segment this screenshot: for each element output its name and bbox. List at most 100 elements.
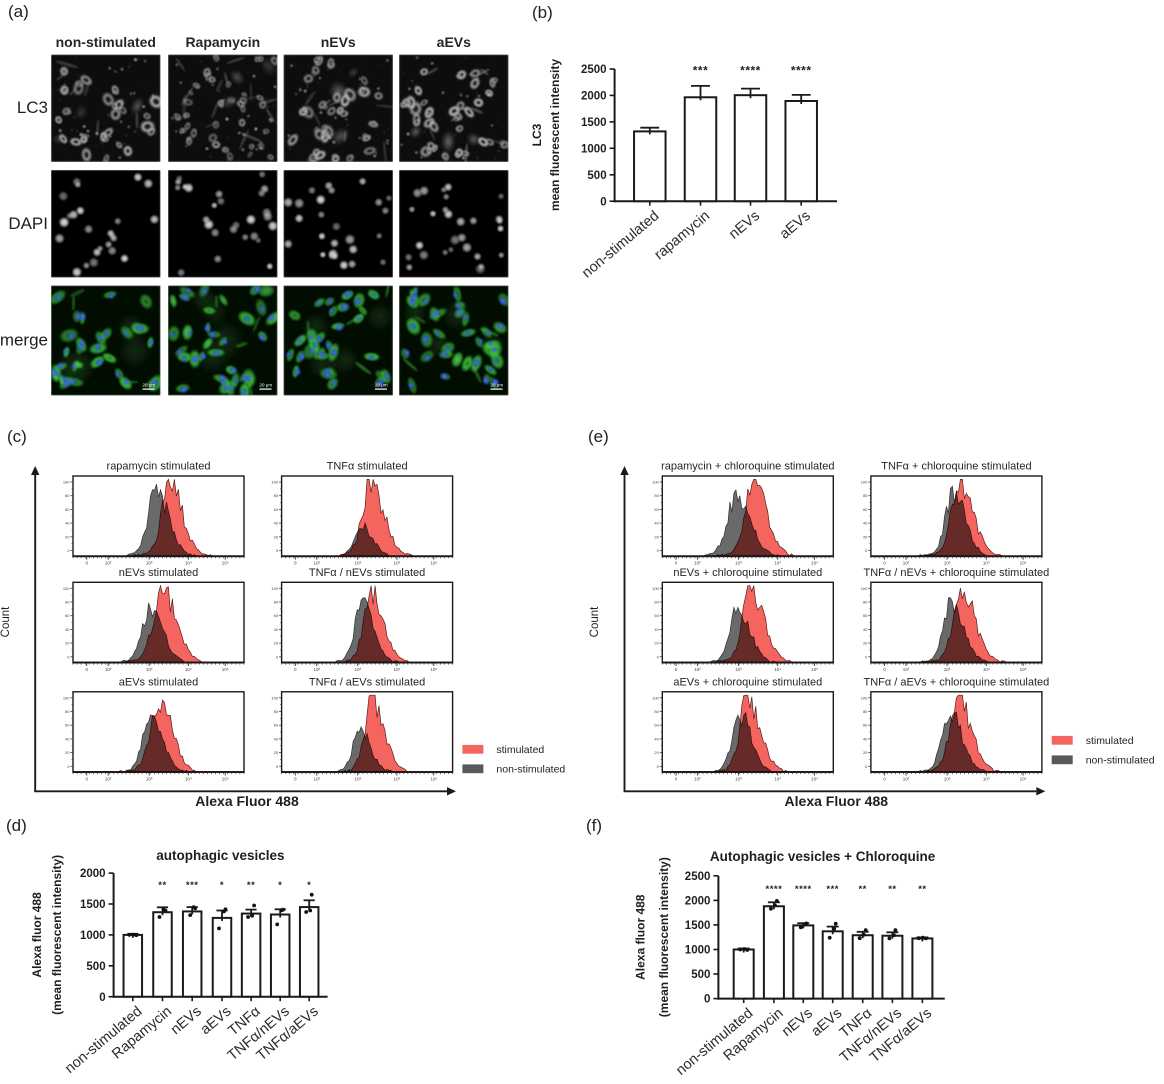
svg-text:Autophagic vesicles + Chloroqu: Autophagic vesicles + Chloroquine [710,849,936,864]
svg-text:0: 0 [657,764,660,769]
svg-text:10³: 10³ [146,667,153,672]
svg-text:10⁴: 10⁴ [774,561,781,566]
svg-text:stimulated: stimulated [496,744,544,756]
svg-text:non-stimulated: non-stimulated [56,34,156,50]
svg-text:10⁵: 10⁵ [430,776,437,781]
svg-text:*: * [307,880,311,891]
svg-text:10⁵: 10⁵ [1020,561,1027,566]
svg-text:1000: 1000 [685,945,711,957]
svg-text:stimulated: stimulated [1086,735,1134,747]
svg-text:20: 20 [863,750,868,755]
svg-text:****: **** [791,64,812,78]
svg-text:20: 20 [654,750,659,755]
svg-text:Alexa Fluor 488: Alexa Fluor 488 [785,793,889,809]
svg-text:20: 20 [65,641,70,646]
svg-text:0: 0 [675,561,678,566]
svg-text:10²: 10² [903,667,910,672]
svg-text:2000: 2000 [581,91,607,103]
svg-text:60: 60 [654,723,659,728]
svg-text:0: 0 [276,654,279,659]
svg-text:40: 40 [274,627,279,632]
svg-text:(a): (a) [8,2,29,21]
svg-text:0: 0 [294,561,297,566]
svg-text:0: 0 [657,548,660,553]
svg-text:40: 40 [65,736,70,741]
svg-text:**: ** [888,884,896,895]
svg-text:40: 40 [654,521,659,526]
svg-text:0: 0 [865,654,868,659]
svg-text:40: 40 [274,521,279,526]
svg-text:80: 80 [65,493,70,498]
svg-text:***: *** [186,880,199,891]
svg-text:10³: 10³ [354,776,361,781]
svg-text:nEVs: nEVs [779,1005,816,1040]
svg-text:100: 100 [861,480,868,485]
svg-text:500: 500 [691,969,710,981]
svg-text:0: 0 [85,667,88,672]
svg-text:40: 40 [274,736,279,741]
svg-text:10⁵: 10⁵ [430,561,437,566]
svg-text:20: 20 [863,534,868,539]
svg-text:60: 60 [863,723,868,728]
svg-text:(b): (b) [532,3,553,22]
svg-text:10²: 10² [105,667,112,672]
svg-text:80: 80 [65,600,70,605]
svg-text:20: 20 [274,534,279,539]
svg-text:1500: 1500 [581,117,607,129]
svg-text:10³: 10³ [735,667,742,672]
svg-text:Alexa fluor 488: Alexa fluor 488 [30,892,44,978]
svg-text:80: 80 [274,600,279,605]
svg-text:60: 60 [863,613,868,618]
svg-text:10³: 10³ [944,667,951,672]
svg-text:100: 100 [271,480,278,485]
svg-text:10⁵: 10⁵ [222,776,229,781]
svg-text:0: 0 [85,776,88,781]
svg-text:TNFα + chloroquine stimulated: TNFα + chloroquine stimulated [881,461,1031,473]
svg-text:nEVs + chloroquine stimulated: nEVs + chloroquine stimulated [673,567,822,579]
svg-text:10²: 10² [313,776,320,781]
svg-text:80: 80 [863,493,868,498]
svg-text:0: 0 [883,776,886,781]
svg-text:10⁵: 10⁵ [430,667,437,672]
svg-text:10³: 10³ [735,776,742,781]
svg-text:60: 60 [654,613,659,618]
svg-text:0: 0 [294,776,297,781]
svg-text:TNFα stimulated: TNFα stimulated [327,461,408,473]
svg-text:100: 100 [652,480,659,485]
svg-text:100: 100 [63,480,70,485]
svg-text:100: 100 [652,695,659,700]
svg-text:20: 20 [65,534,70,539]
svg-text:0: 0 [85,561,88,566]
svg-text:60: 60 [274,507,279,512]
svg-text:100: 100 [271,586,278,591]
svg-text:40: 40 [65,521,70,526]
svg-text:merge: merge [0,331,48,350]
svg-text:**: ** [918,884,926,895]
svg-text:*: * [278,880,282,891]
svg-text:2000: 2000 [80,868,106,880]
svg-text:(c): (c) [7,427,27,446]
svg-text:TNFα / aEVs stimulated: TNFα / aEVs stimulated [309,676,425,688]
svg-text:10⁴: 10⁴ [394,561,401,566]
svg-text:non-stimulated: non-stimulated [496,763,565,775]
svg-text:10³: 10³ [944,561,951,566]
svg-text:****: **** [740,64,761,78]
svg-text:80: 80 [654,709,659,714]
svg-text:aEVs + chloroquine stimulated: aEVs + chloroquine stimulated [673,676,822,688]
svg-text:1500: 1500 [80,899,106,911]
svg-text:10²: 10² [105,776,112,781]
svg-text:10²: 10² [313,561,320,566]
svg-text:aEVs: aEVs [437,34,471,50]
svg-text:autophagic vesicles: autophagic vesicles [156,848,284,863]
svg-text:40: 40 [654,736,659,741]
svg-text:LC3: LC3 [530,123,544,146]
svg-text:10⁴: 10⁴ [774,776,781,781]
svg-text:10⁴: 10⁴ [774,667,781,672]
svg-text:1500: 1500 [685,920,711,932]
svg-text:10³: 10³ [354,667,361,672]
svg-text:20: 20 [65,750,70,755]
svg-text:10⁴: 10⁴ [394,776,401,781]
svg-text:60: 60 [654,507,659,512]
svg-text:TNFα / nEVs + chloroquine stim: TNFα / nEVs + chloroquine stimulated [863,567,1049,579]
svg-text:non-stimulated: non-stimulated [1086,754,1155,766]
